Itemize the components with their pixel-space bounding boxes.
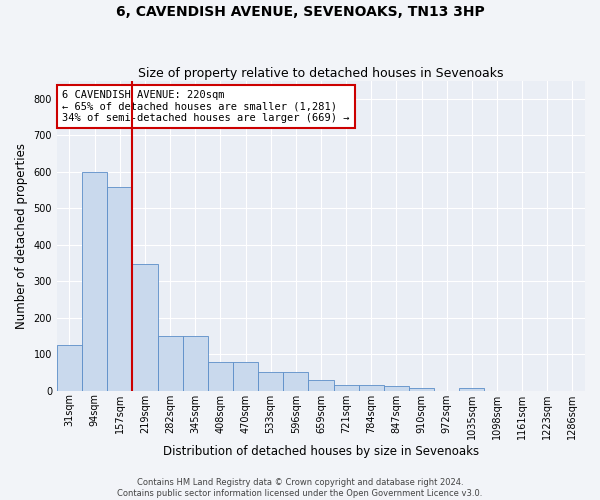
Bar bbox=[384, 386, 409, 390]
Bar bbox=[409, 388, 434, 390]
Bar bbox=[57, 345, 82, 391]
Bar bbox=[182, 336, 208, 390]
Bar bbox=[133, 264, 158, 390]
Y-axis label: Number of detached properties: Number of detached properties bbox=[15, 142, 28, 328]
Bar bbox=[158, 336, 182, 390]
Bar bbox=[308, 380, 334, 390]
Text: Contains HM Land Registry data © Crown copyright and database right 2024.
Contai: Contains HM Land Registry data © Crown c… bbox=[118, 478, 482, 498]
X-axis label: Distribution of detached houses by size in Sevenoaks: Distribution of detached houses by size … bbox=[163, 444, 479, 458]
Bar bbox=[208, 362, 233, 390]
Bar bbox=[107, 187, 133, 390]
Bar bbox=[283, 372, 308, 390]
Bar bbox=[359, 385, 384, 390]
Text: 6, CAVENDISH AVENUE, SEVENOAKS, TN13 3HP: 6, CAVENDISH AVENUE, SEVENOAKS, TN13 3HP bbox=[116, 5, 484, 19]
Bar bbox=[82, 172, 107, 390]
Bar bbox=[459, 388, 484, 390]
Title: Size of property relative to detached houses in Sevenoaks: Size of property relative to detached ho… bbox=[138, 66, 504, 80]
Text: 6 CAVENDISH AVENUE: 220sqm
← 65% of detached houses are smaller (1,281)
34% of s: 6 CAVENDISH AVENUE: 220sqm ← 65% of deta… bbox=[62, 90, 350, 123]
Bar bbox=[334, 385, 359, 390]
Bar bbox=[233, 362, 258, 390]
Bar bbox=[258, 372, 283, 390]
